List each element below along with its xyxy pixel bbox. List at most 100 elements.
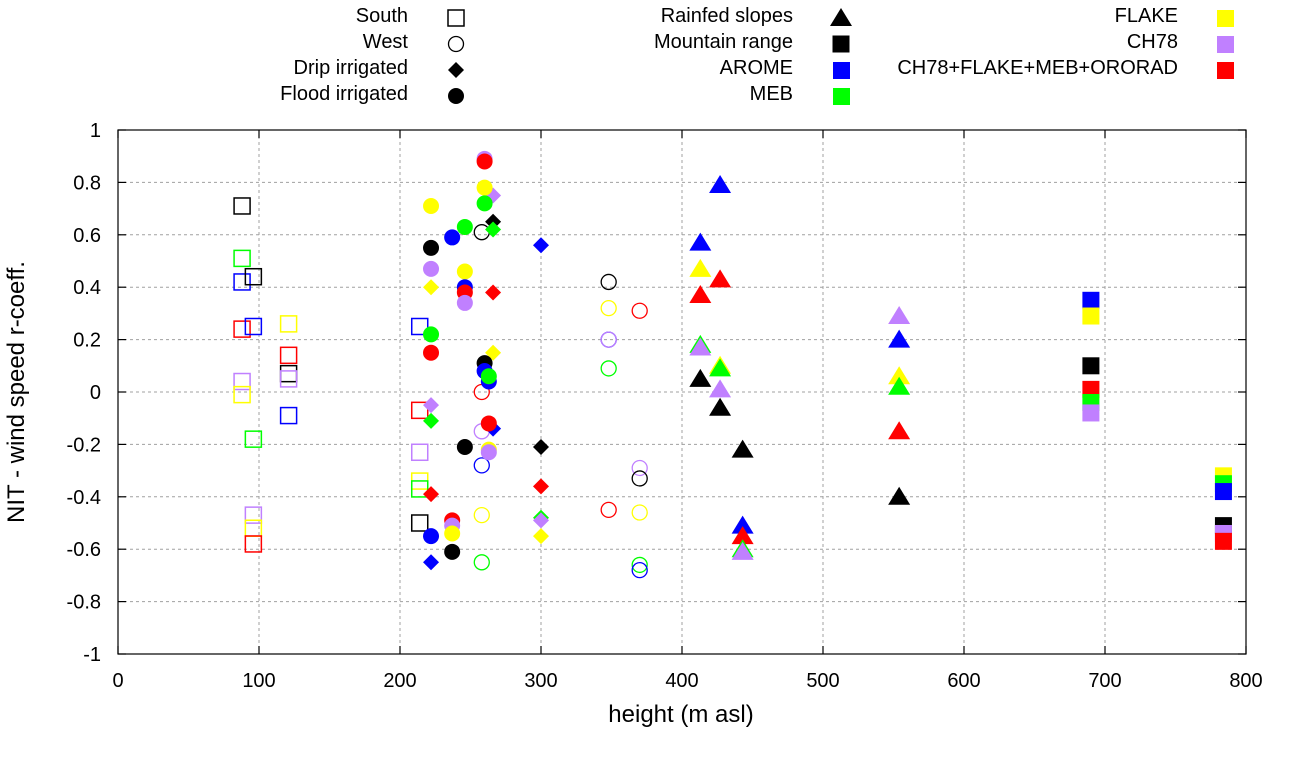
- data-point: [244, 430, 263, 448]
- x-tick-label: 400: [665, 670, 698, 692]
- data-point: [473, 506, 490, 524]
- data-point: [456, 218, 473, 235]
- legend-label: Mountain range: [654, 31, 793, 53]
- legend-label: CH78+FLAKE+MEB+ORORAD: [897, 57, 1178, 79]
- data-point: [410, 401, 429, 420]
- series-rainfed-slopes: [689, 175, 911, 560]
- data-point: [533, 528, 549, 545]
- y-axis-title: NIT - wind speed r-coeff.: [3, 261, 30, 523]
- y-tick-label: -0.4: [67, 487, 101, 509]
- data-point: [731, 526, 754, 545]
- data-point: [456, 294, 473, 311]
- series-drip-irrigated: [423, 187, 549, 571]
- legend-color-swatch: [833, 88, 850, 105]
- legend-label: Drip irrigated: [294, 57, 408, 79]
- legend-marker-open-square: [447, 9, 465, 27]
- data-point: [1214, 483, 1232, 501]
- data-point: [410, 443, 429, 462]
- legend-label: MEB: [750, 83, 793, 105]
- legend-label: Rainfed slopes: [661, 5, 793, 27]
- x-axis-title: height (m asl): [608, 701, 753, 728]
- data-point: [233, 320, 251, 338]
- legend-marker-square: [832, 35, 850, 53]
- series-mountain-range: [1082, 291, 1232, 550]
- grid: [118, 130, 1246, 654]
- data-point: [423, 412, 440, 429]
- data-point: [244, 535, 263, 553]
- data-point: [533, 478, 549, 495]
- data-point: [423, 344, 440, 361]
- data-point: [410, 480, 429, 498]
- data-point: [473, 224, 490, 241]
- data-point: [631, 459, 648, 477]
- data-point: [631, 302, 648, 319]
- data-point: [1082, 307, 1100, 325]
- data-point: [423, 554, 440, 571]
- data-point: [233, 372, 251, 391]
- data-point: [689, 258, 712, 277]
- data-point: [480, 444, 497, 461]
- x-tick-label: 300: [524, 670, 557, 692]
- data-point: [233, 385, 251, 404]
- data-point: [689, 368, 712, 387]
- data-point: [731, 439, 754, 458]
- data-point: [410, 514, 429, 532]
- data-point: [410, 317, 429, 336]
- data-point: [888, 486, 911, 505]
- data-point: [533, 439, 549, 456]
- data-point: [456, 439, 473, 456]
- data-point: [476, 179, 493, 196]
- data-point: [423, 260, 440, 277]
- data-point: [888, 376, 911, 395]
- data-point: [533, 512, 549, 529]
- y-tick-label: -0.2: [67, 434, 101, 456]
- data-point: [473, 554, 490, 571]
- data-point: [709, 358, 732, 377]
- data-point: [444, 543, 461, 560]
- data-point: [476, 195, 493, 212]
- series-flood-irrigated: [423, 150, 497, 560]
- data-point: [473, 457, 490, 474]
- data-point: [485, 221, 502, 238]
- legend-color-swatch: [1217, 10, 1234, 27]
- data-point: [233, 273, 251, 291]
- data-point: [709, 175, 732, 194]
- data-point: [476, 153, 493, 170]
- legend-label: Flood irrigated: [280, 83, 408, 105]
- y-tick-label: -0.8: [67, 592, 101, 614]
- data-point: [233, 197, 251, 215]
- data-point: [244, 267, 263, 286]
- data-point: [1082, 380, 1100, 398]
- data-point: [709, 397, 732, 416]
- y-tick-label: 0.2: [73, 330, 101, 352]
- data-point: [731, 515, 754, 534]
- data-point: [444, 229, 461, 246]
- data-point: [1082, 291, 1100, 309]
- legend-color-swatch: [1217, 62, 1234, 79]
- data-point: [279, 406, 298, 425]
- legend-color-swatch: [1217, 36, 1234, 53]
- legend-label: FLAKE: [1115, 5, 1178, 27]
- data-point: [600, 331, 617, 348]
- data-point: [233, 249, 251, 268]
- data-point: [888, 329, 911, 348]
- legend-color-swatch: [833, 62, 850, 79]
- data-point: [709, 269, 732, 288]
- y-tick-labels: -1 -0.8 -0.6 -0.4 -0.2 0 0.2 0.4 0.6 0.8 1: [67, 120, 101, 666]
- series-south: [233, 197, 429, 553]
- data-point: [600, 360, 617, 377]
- legend-marker-circle: [448, 88, 464, 104]
- legend: South West Drip irrigated Flood irrigated Ra…: [280, 5, 1234, 105]
- data-point: [1082, 357, 1100, 375]
- legend-marker-open-circle: [447, 35, 465, 53]
- y-tick-label: 0.4: [73, 277, 101, 299]
- x-tick-label: 200: [383, 670, 416, 692]
- data-point: [600, 300, 617, 317]
- y-tick-label: 1: [90, 120, 101, 142]
- data-point: [444, 525, 461, 542]
- x-tick-label: 0: [112, 670, 123, 692]
- legend-marker-triangle: [830, 8, 852, 26]
- data-point: [631, 470, 648, 487]
- data-point: [279, 346, 298, 365]
